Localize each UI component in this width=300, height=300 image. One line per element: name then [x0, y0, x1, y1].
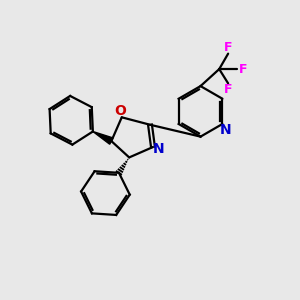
Text: F: F	[224, 40, 233, 54]
Text: F: F	[224, 83, 233, 96]
Text: N: N	[153, 142, 165, 155]
Text: N: N	[220, 123, 231, 137]
Text: O: O	[114, 104, 126, 118]
Polygon shape	[93, 131, 113, 144]
Text: F: F	[239, 63, 248, 76]
